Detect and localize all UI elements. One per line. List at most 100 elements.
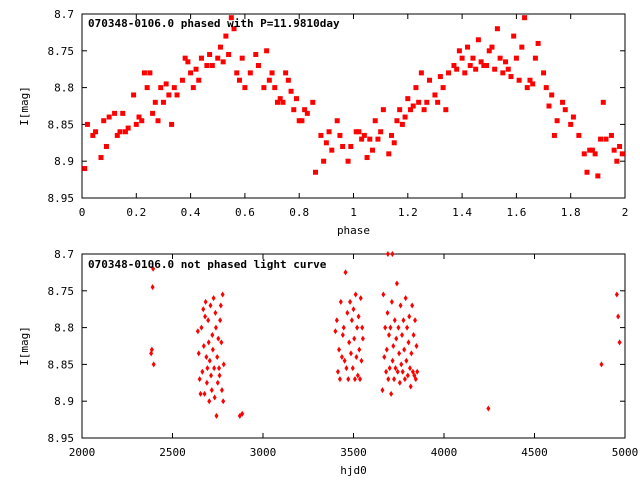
data-point [394, 280, 399, 287]
data-point [603, 136, 609, 142]
data-point [391, 140, 397, 146]
data-point [296, 118, 302, 124]
data-point [397, 350, 402, 357]
data-point [218, 317, 223, 324]
data-point [551, 132, 557, 138]
data-point [103, 143, 109, 149]
data-point [329, 147, 335, 153]
data-point [396, 324, 401, 331]
data-point [388, 324, 393, 331]
data-point [211, 295, 216, 302]
data-point [223, 33, 229, 39]
y-tick-label: 8.95 [48, 432, 75, 445]
x-tick-label: 0.4 [181, 206, 201, 219]
data-point [152, 99, 158, 105]
data-point [385, 309, 390, 316]
data-point [312, 169, 318, 175]
data-point [299, 118, 305, 124]
data-point [196, 77, 202, 83]
data-point [210, 346, 215, 353]
data-point [465, 44, 471, 50]
data-point [288, 88, 294, 94]
data-point [405, 96, 411, 102]
data-point [443, 107, 449, 113]
data-point [599, 361, 604, 368]
data-point [410, 103, 416, 109]
data-point [352, 376, 357, 383]
data-point [205, 365, 210, 372]
data-point [353, 291, 358, 298]
data-point [367, 136, 373, 142]
data-point [492, 66, 498, 72]
data-point [201, 343, 206, 349]
data-point [213, 309, 218, 316]
data-point [318, 132, 324, 138]
data-point [302, 107, 308, 113]
data-point [478, 59, 484, 65]
data-point [242, 85, 248, 91]
data-point [401, 317, 406, 324]
data-point [576, 132, 582, 138]
data-point [389, 132, 395, 138]
data-point [204, 379, 209, 386]
data-point [393, 365, 398, 372]
data-point [372, 118, 378, 124]
x-tick-label: 3500 [340, 446, 367, 459]
data-point [179, 77, 185, 83]
data-point [619, 151, 625, 157]
data-point [231, 26, 237, 32]
data-point [503, 59, 509, 65]
data-point [357, 346, 362, 353]
data-point [217, 372, 222, 379]
data-point [240, 410, 245, 417]
data-point [334, 317, 339, 324]
data-point [530, 81, 536, 87]
data-point [411, 331, 416, 338]
data-point [527, 77, 533, 83]
data-point [437, 74, 443, 80]
x-tick-label: 2000 [69, 446, 96, 459]
data-point [114, 132, 120, 138]
data-point [532, 55, 538, 61]
data-point [354, 354, 359, 361]
data-point [608, 132, 614, 138]
data-point [345, 158, 351, 164]
data-point [90, 132, 96, 138]
data-point [554, 118, 560, 124]
data-point [198, 55, 204, 61]
data-point [616, 313, 621, 320]
x-tick-label: 1.8 [561, 206, 581, 219]
data-point [355, 372, 360, 379]
data-point [390, 357, 395, 364]
data-point [467, 63, 473, 69]
data-point [339, 354, 344, 361]
data-point [470, 55, 476, 61]
data-point [355, 324, 360, 331]
data-point [348, 298, 353, 305]
data-point [392, 376, 397, 383]
data-point [454, 66, 460, 72]
data-point [389, 390, 394, 397]
data-point [106, 114, 112, 120]
data-point [397, 379, 402, 386]
data-point [614, 158, 620, 164]
data-point [505, 66, 511, 72]
data-point [568, 121, 574, 127]
data-point [486, 48, 492, 54]
data-point [481, 63, 487, 69]
data-point [462, 70, 468, 76]
data-point [277, 96, 283, 102]
data-point [133, 121, 139, 127]
data-point [310, 99, 316, 105]
data-point [342, 357, 347, 364]
data-point [217, 44, 223, 50]
data-point [326, 129, 332, 135]
raw-y-axis-label: I[mag] [18, 326, 31, 366]
data-point [304, 110, 310, 116]
data-point [384, 368, 389, 375]
data-point [459, 55, 465, 61]
data-point [519, 44, 525, 50]
data-point [543, 85, 549, 91]
data-point [207, 398, 212, 405]
data-point [390, 251, 395, 257]
